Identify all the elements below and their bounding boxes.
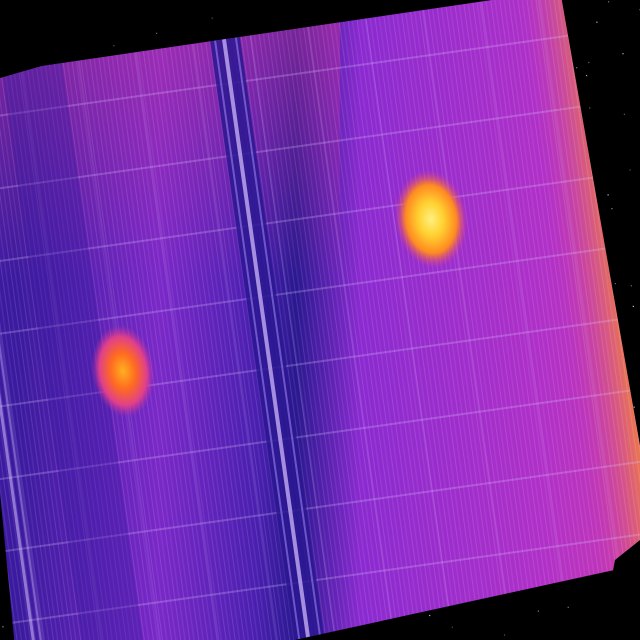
hotspot-upper-right [390,167,472,271]
hotspot-left [87,322,159,420]
